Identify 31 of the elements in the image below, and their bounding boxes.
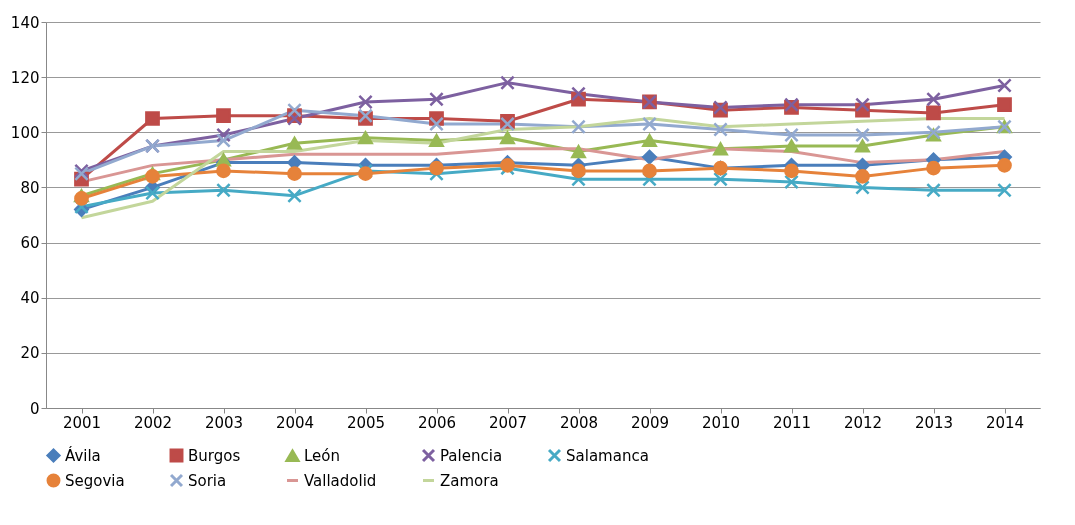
x-tick-label: 2007 (488, 413, 528, 432)
y-tick-label: 80 (20, 178, 40, 197)
y-tick-label: 60 (20, 234, 40, 253)
x-tick-label: 2014 (985, 413, 1025, 432)
legend-label: Palencia (440, 446, 503, 465)
y-tick-label: 120 (10, 68, 40, 87)
x-tick-label: 2003 (204, 413, 244, 432)
x-tick-label: 2006 (417, 413, 457, 432)
legend-label: Segovia (65, 471, 125, 490)
x-tick-label: 2008 (559, 413, 599, 432)
y-tick-label: 40 (20, 289, 40, 308)
x-tick-label: 2012 (843, 413, 883, 432)
legend-label: Soria (188, 471, 227, 490)
y-tick-label: 140 (10, 13, 40, 32)
x-tick-label: 2009 (630, 413, 670, 432)
x-tick-label: 2001 (62, 413, 102, 432)
legend-label: Valladolid (304, 471, 377, 490)
x-tick-label: 2011 (772, 413, 812, 432)
x-tick-label: 2013 (914, 413, 954, 432)
y-tick-label: 0 (29, 399, 40, 418)
legend-label: León (304, 446, 341, 465)
x-tick-label: 2002 (133, 413, 173, 432)
legend-label: Salamanca (566, 446, 649, 465)
y-tick-label: 100 (10, 123, 40, 142)
x-tick-label: 2004 (275, 413, 315, 432)
legend-label: Zamora (440, 471, 499, 490)
legend-label: Burgos (188, 446, 241, 465)
y-tick-label: 20 (20, 344, 40, 363)
x-tick-label: 2010 (701, 413, 741, 432)
x-tick-label: 2005 (346, 413, 386, 432)
legend-label: Ávila (65, 445, 101, 465)
